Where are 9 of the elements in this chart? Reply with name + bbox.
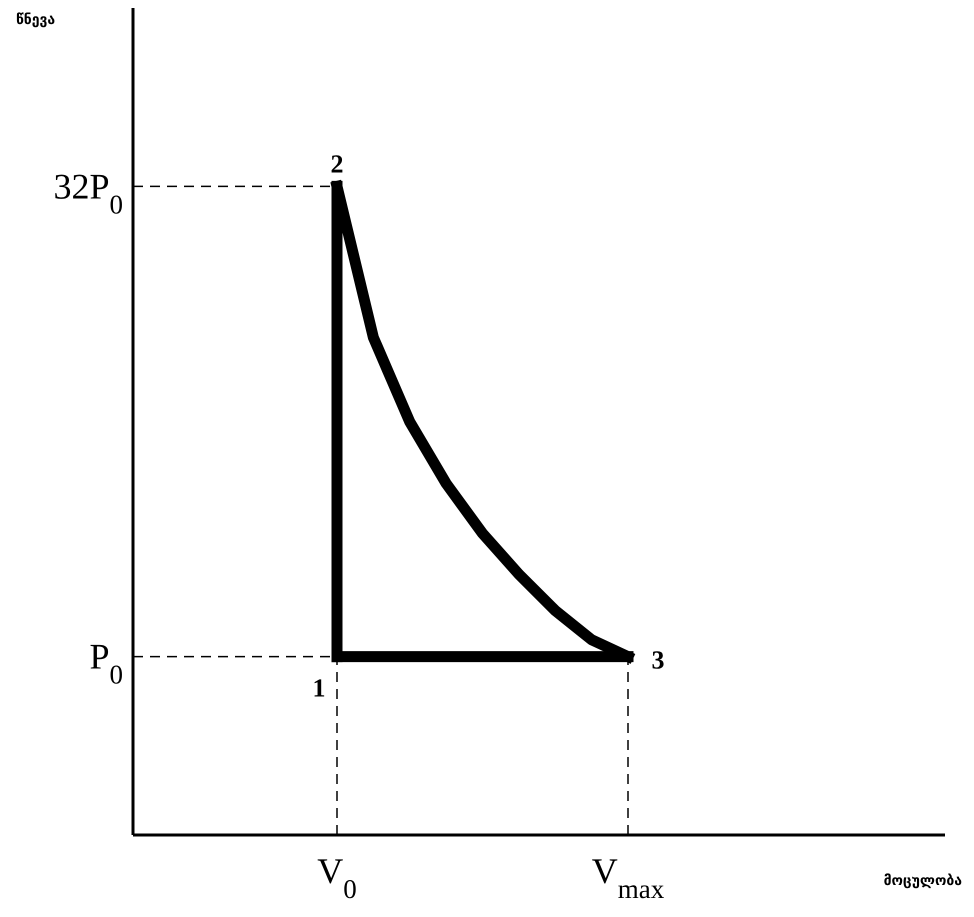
x-tick-label: V$_{max}$ (592, 851, 665, 904)
text: მოცულობა (884, 873, 962, 889)
ref-line-label: P$_{0}$ (89, 636, 123, 690)
annotation: 2 (330, 149, 344, 178)
x-tick-label: V$_{0}$ (317, 851, 357, 904)
ref-line-label: 32P$_{0}$ (53, 166, 123, 220)
text: წნევა (16, 12, 56, 28)
annotation: 1 (312, 674, 326, 703)
annotation: 3 (652, 646, 664, 675)
